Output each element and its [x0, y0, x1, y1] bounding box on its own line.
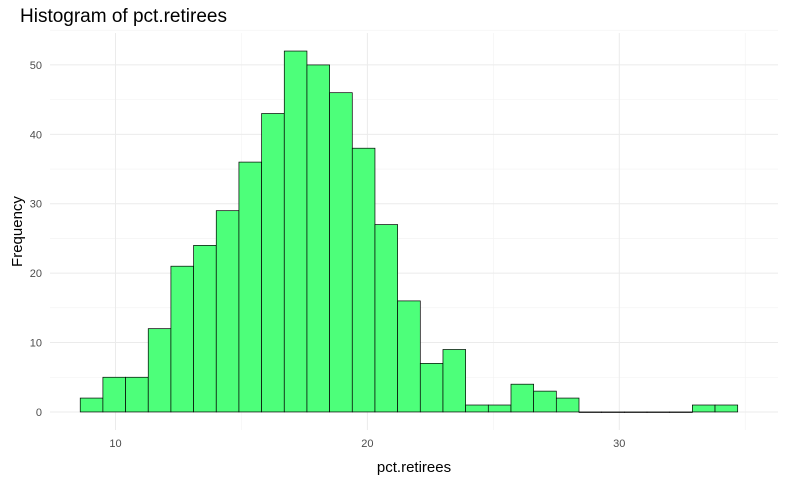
histogram-bar [601, 411, 625, 413]
histogram-bar [147, 328, 172, 413]
y-tick-label: 0 [36, 407, 42, 419]
histogram-bar [238, 161, 262, 413]
histogram-bar [555, 397, 580, 413]
histogram-bar [669, 411, 693, 413]
histogram-bar [283, 50, 308, 413]
histogram-bar [623, 411, 648, 413]
y-tick-label: 10 [30, 338, 42, 350]
x-tick-label: 20 [361, 438, 373, 450]
bars-layer [79, 50, 739, 413]
histogram-bar [487, 404, 512, 413]
histogram-bar [646, 411, 671, 413]
histogram-bar [193, 245, 217, 413]
y-axis-label: Frequency [9, 196, 26, 267]
histogram-bar [306, 64, 330, 413]
chart-title: Histogram of pct.retirees [20, 6, 227, 27]
histogram-bar [714, 404, 739, 413]
histogram-bar [170, 265, 194, 413]
tick-labels: 0 10 20 30 40 50 10 20 30 [30, 60, 626, 450]
x-tick-label: 10 [109, 438, 121, 450]
histogram-bar [419, 363, 444, 413]
histogram-bar [692, 404, 716, 413]
histogram-bar [510, 383, 535, 413]
x-tick-label: 30 [613, 438, 625, 450]
y-tick-label: 40 [30, 129, 42, 141]
histogram-bar [533, 390, 557, 413]
histogram-bar [351, 147, 376, 413]
histogram-bar [329, 92, 353, 413]
histogram-bar [125, 376, 149, 413]
histogram-bar [465, 404, 489, 413]
histogram-bar [578, 411, 603, 413]
x-axis-label: pct.retirees [377, 459, 451, 476]
y-tick-label: 50 [30, 60, 42, 72]
histogram-bar [79, 397, 104, 413]
histogram-bar [374, 224, 398, 413]
histogram-bar [102, 376, 126, 413]
y-tick-label: 30 [30, 199, 42, 211]
histogram-bar [397, 300, 421, 413]
y-tick-label: 20 [30, 268, 42, 280]
histogram-bar [261, 113, 285, 413]
histogram-bar [442, 349, 466, 413]
histogram-bar [215, 210, 240, 413]
